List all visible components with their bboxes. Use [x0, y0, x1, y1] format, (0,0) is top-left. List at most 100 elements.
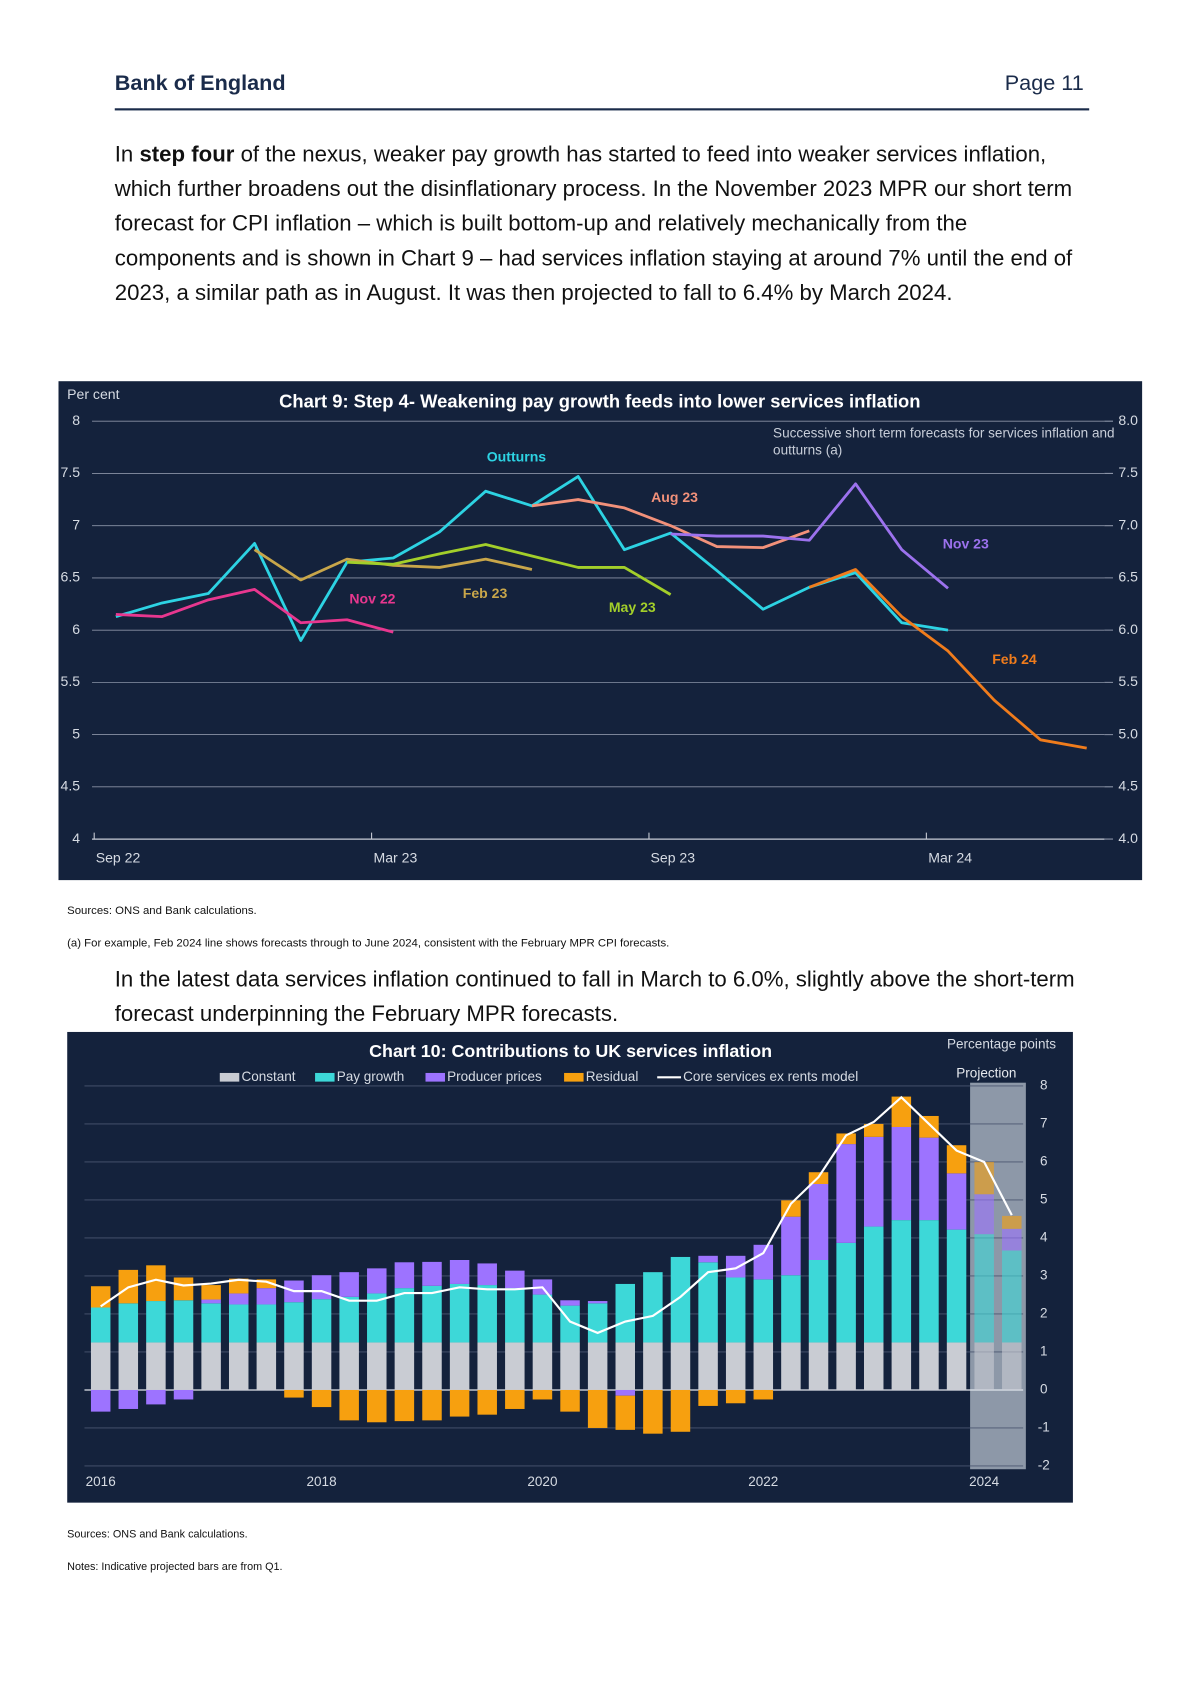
bar-segment	[1002, 1342, 1022, 1390]
bar-segment	[698, 1389, 718, 1406]
y-tick-label: 4	[1040, 1230, 1048, 1245]
y-tick-label: 8	[72, 412, 80, 428]
bar-segment	[781, 1216, 801, 1276]
bar-segment	[725, 1277, 746, 1343]
legend-label: Constant	[241, 1069, 295, 1084]
bar-segment	[422, 1342, 442, 1390]
y-tick-label: 6.5	[61, 569, 81, 585]
bar-segment	[146, 1389, 166, 1405]
bar-segment	[284, 1389, 304, 1398]
series-label: Nov 22	[349, 591, 395, 607]
footnote: (a) For example, Feb 2024 line shows for…	[67, 936, 670, 950]
bar-segment	[891, 1126, 912, 1221]
bar-segment	[173, 1389, 194, 1400]
bar-segment	[505, 1342, 525, 1390]
sources: Sources: ONS and Bank calculations.	[67, 1528, 248, 1541]
series-label: Feb 24	[992, 651, 1037, 667]
y2-tick-label: 6.5	[1118, 569, 1138, 585]
y-tick-label: 5	[1040, 1192, 1048, 1207]
bar-segment	[339, 1296, 359, 1343]
bar-segment	[643, 1272, 663, 1343]
notes: Notes: Indicative projected bars are fro…	[67, 1561, 283, 1574]
bar-segment	[891, 1342, 912, 1390]
bar-segment	[118, 1342, 139, 1390]
x-tick-label: 2022	[748, 1474, 778, 1489]
x-tick-label: Sep 23	[651, 849, 696, 865]
bar-segment	[367, 1342, 387, 1390]
y-tick-label: 4	[72, 830, 80, 846]
y2-tick-label: 7.5	[1118, 464, 1138, 480]
bar-segment	[256, 1342, 277, 1390]
legend-label: Core services ex rents model	[683, 1069, 858, 1084]
chart-background	[58, 381, 1143, 881]
bar-segment	[781, 1342, 801, 1390]
bar-segment	[698, 1255, 718, 1263]
series-label: Outturns	[487, 449, 547, 465]
bar-segment	[367, 1268, 387, 1294]
bar-segment	[311, 1342, 332, 1390]
bar-segment	[394, 1342, 415, 1390]
annotation-box: Successive short term forecasts for serv…	[773, 426, 1114, 458]
chart: 4 4.5 5 5.5 6 6.5 7 7.5 8 4.0 4.5 5.0 5.5 6.0 6.5 7.0 7.…	[58, 381, 1143, 881]
bar-segment	[256, 1288, 277, 1305]
legend-swatch	[564, 1072, 584, 1082]
bar-segment	[394, 1288, 415, 1343]
bar-segment	[201, 1303, 221, 1343]
bar-segment	[863, 1226, 884, 1343]
y-tick-label: 7.5	[61, 464, 81, 480]
bar-segment	[587, 1342, 608, 1390]
bar-segment	[836, 1242, 856, 1343]
y2-tick-label: 5.0	[1118, 725, 1138, 741]
bar-segment	[146, 1342, 166, 1390]
bar-segment	[173, 1300, 194, 1343]
bar-segment	[698, 1342, 718, 1390]
bar-segment	[311, 1389, 332, 1408]
text: of the nexus, weaker pay growth has star…	[114, 141, 1073, 306]
bar-segment	[725, 1389, 746, 1404]
bar-segment	[753, 1342, 774, 1390]
bar-segment	[1002, 1250, 1022, 1343]
bar-segment	[228, 1304, 249, 1343]
y-tick-label: 8	[1040, 1078, 1048, 1093]
bar-segment	[146, 1301, 166, 1343]
bar-segment	[449, 1389, 470, 1417]
bar-segment	[90, 1342, 111, 1390]
series-line	[531, 498, 810, 550]
bar-segment	[919, 1115, 939, 1138]
x-tick-label: 2020	[527, 1474, 557, 1489]
bar-segment	[974, 1342, 994, 1390]
series-label: Aug 23	[651, 489, 698, 505]
series-line	[115, 588, 394, 634]
bar-segment	[256, 1304, 277, 1343]
bar-segment	[615, 1342, 636, 1390]
bar-segment	[698, 1262, 718, 1343]
bar-segment	[339, 1342, 359, 1390]
bar-segment	[863, 1123, 884, 1137]
bar-segment	[560, 1389, 580, 1412]
bar-segment	[228, 1293, 249, 1305]
y2-tick-label: 5.5	[1118, 673, 1138, 689]
bar-segment	[1002, 1228, 1022, 1251]
y-tick-label: 6	[72, 621, 80, 637]
bar-segment	[808, 1183, 829, 1261]
chart-title: Chart 10: Contributions to UK services i…	[369, 1041, 772, 1061]
page-number: Page 11	[1004, 71, 1084, 96]
bar-segment	[284, 1302, 304, 1343]
bar-segment	[90, 1307, 111, 1343]
y2-tick-label: 4.5	[1118, 778, 1138, 794]
legend-label: Residual	[586, 1069, 639, 1084]
bar-segment	[725, 1342, 746, 1390]
bar-segment	[449, 1283, 470, 1343]
bar-segment	[919, 1137, 939, 1221]
bar-segment	[587, 1301, 608, 1304]
bar-segment	[339, 1389, 359, 1421]
bar-segment	[808, 1342, 829, 1390]
bar-segment	[919, 1342, 939, 1390]
legend-swatch	[425, 1072, 445, 1082]
bar-segment	[643, 1342, 663, 1390]
bar-segment	[560, 1342, 580, 1390]
series-label: Nov 23	[943, 535, 989, 551]
y-tick-label: 3	[1040, 1268, 1048, 1283]
y-tick-label: 1	[1040, 1344, 1048, 1359]
bar-segment	[449, 1260, 470, 1284]
